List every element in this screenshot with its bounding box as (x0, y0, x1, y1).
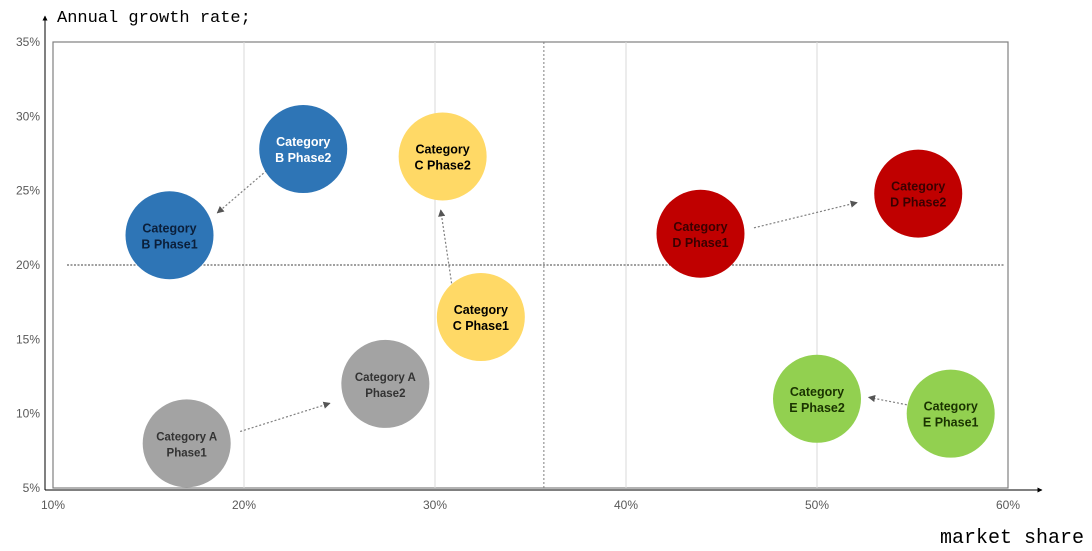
bubble-point: Category C Phase1 (436, 273, 525, 362)
bubble-point: Category B Phase1 (125, 191, 214, 280)
bubble-circle (436, 273, 525, 362)
bubble-label-line2: Phase2 (365, 388, 405, 400)
x-tick-label: 60% (996, 498, 1020, 512)
bubble-circle (874, 149, 963, 238)
bubble-circle (906, 369, 995, 458)
y-tick-label: 10% (16, 407, 40, 421)
transition-arrow (753, 200, 858, 229)
x-tick-label: 20% (232, 498, 256, 512)
bubble-point: Category A Phase1 (142, 399, 231, 488)
bubble-label-line1: Category (673, 220, 727, 234)
bubble-label-line2: D Phase1 (672, 236, 728, 250)
bubble-label-line2: B Phase2 (275, 151, 331, 165)
y-axis-title: Annual growth rate; (57, 9, 251, 28)
bubble-circle (259, 105, 348, 194)
bubble-label-line2: Phase1 (167, 447, 208, 459)
y-tick-label: 15% (16, 332, 40, 346)
bubble-label-line1: Category (790, 385, 844, 399)
bubble-label-line1: Category A (355, 372, 416, 384)
bubble-label-line2: B Phase1 (141, 237, 197, 251)
y-tick-label: 20% (16, 258, 40, 272)
bubble-point: Category B Phase2 (259, 105, 348, 194)
bubble-label-line1: Category (416, 142, 470, 156)
bubble-label-line2: C Phase1 (453, 319, 509, 333)
bubble-label-line1: Category (454, 303, 508, 317)
transition-arrow (438, 209, 453, 288)
x-tick-label: 30% (423, 498, 447, 512)
y-tick-label: 25% (16, 184, 40, 198)
bubble-label-line2: C Phase2 (414, 158, 470, 172)
bubble-label-line1: Category (142, 221, 196, 235)
bubble-circle (773, 354, 861, 443)
x-tick-label: 50% (805, 498, 829, 512)
bubble-label-line1: Category (924, 400, 978, 414)
plot-area-frame (52, 41, 1009, 489)
x-tick-label: 40% (614, 498, 638, 512)
transition-arrow (867, 395, 907, 406)
bubble-label-line1: Category (276, 135, 330, 149)
bubble-point: Category D Phase2 (874, 149, 963, 238)
transition-arrow (216, 164, 274, 214)
x-axis-title: market share (940, 527, 1084, 550)
bubble-label-line1: Category (891, 180, 945, 194)
bubble-circle (656, 189, 745, 278)
bubble-label-line2: D Phase2 (890, 196, 946, 210)
bubble-point: Category E Phase2 (773, 354, 861, 443)
x-tick-label: 10% (41, 498, 65, 512)
bubble-circle (341, 339, 430, 428)
y-tick-label: 35% (16, 35, 40, 49)
transition-arrow (239, 401, 331, 433)
bubble-circle (398, 112, 487, 201)
bubble-point: Category E Phase1 (906, 369, 995, 458)
bubble-point: Category A Phase2 (341, 339, 430, 428)
bubble-point: Category C Phase2 (398, 112, 487, 201)
bubble-label-line2: E Phase2 (789, 401, 845, 415)
y-tick-label: 5% (23, 481, 41, 495)
bubble-circle (142, 399, 231, 488)
bubble-point: Category D Phase1 (656, 189, 745, 278)
bubble-label-line1: Category A (156, 431, 217, 443)
y-tick-label: 30% (16, 109, 40, 123)
bubble-circle (125, 191, 214, 280)
bubble-label-line2: E Phase1 (923, 416, 979, 430)
